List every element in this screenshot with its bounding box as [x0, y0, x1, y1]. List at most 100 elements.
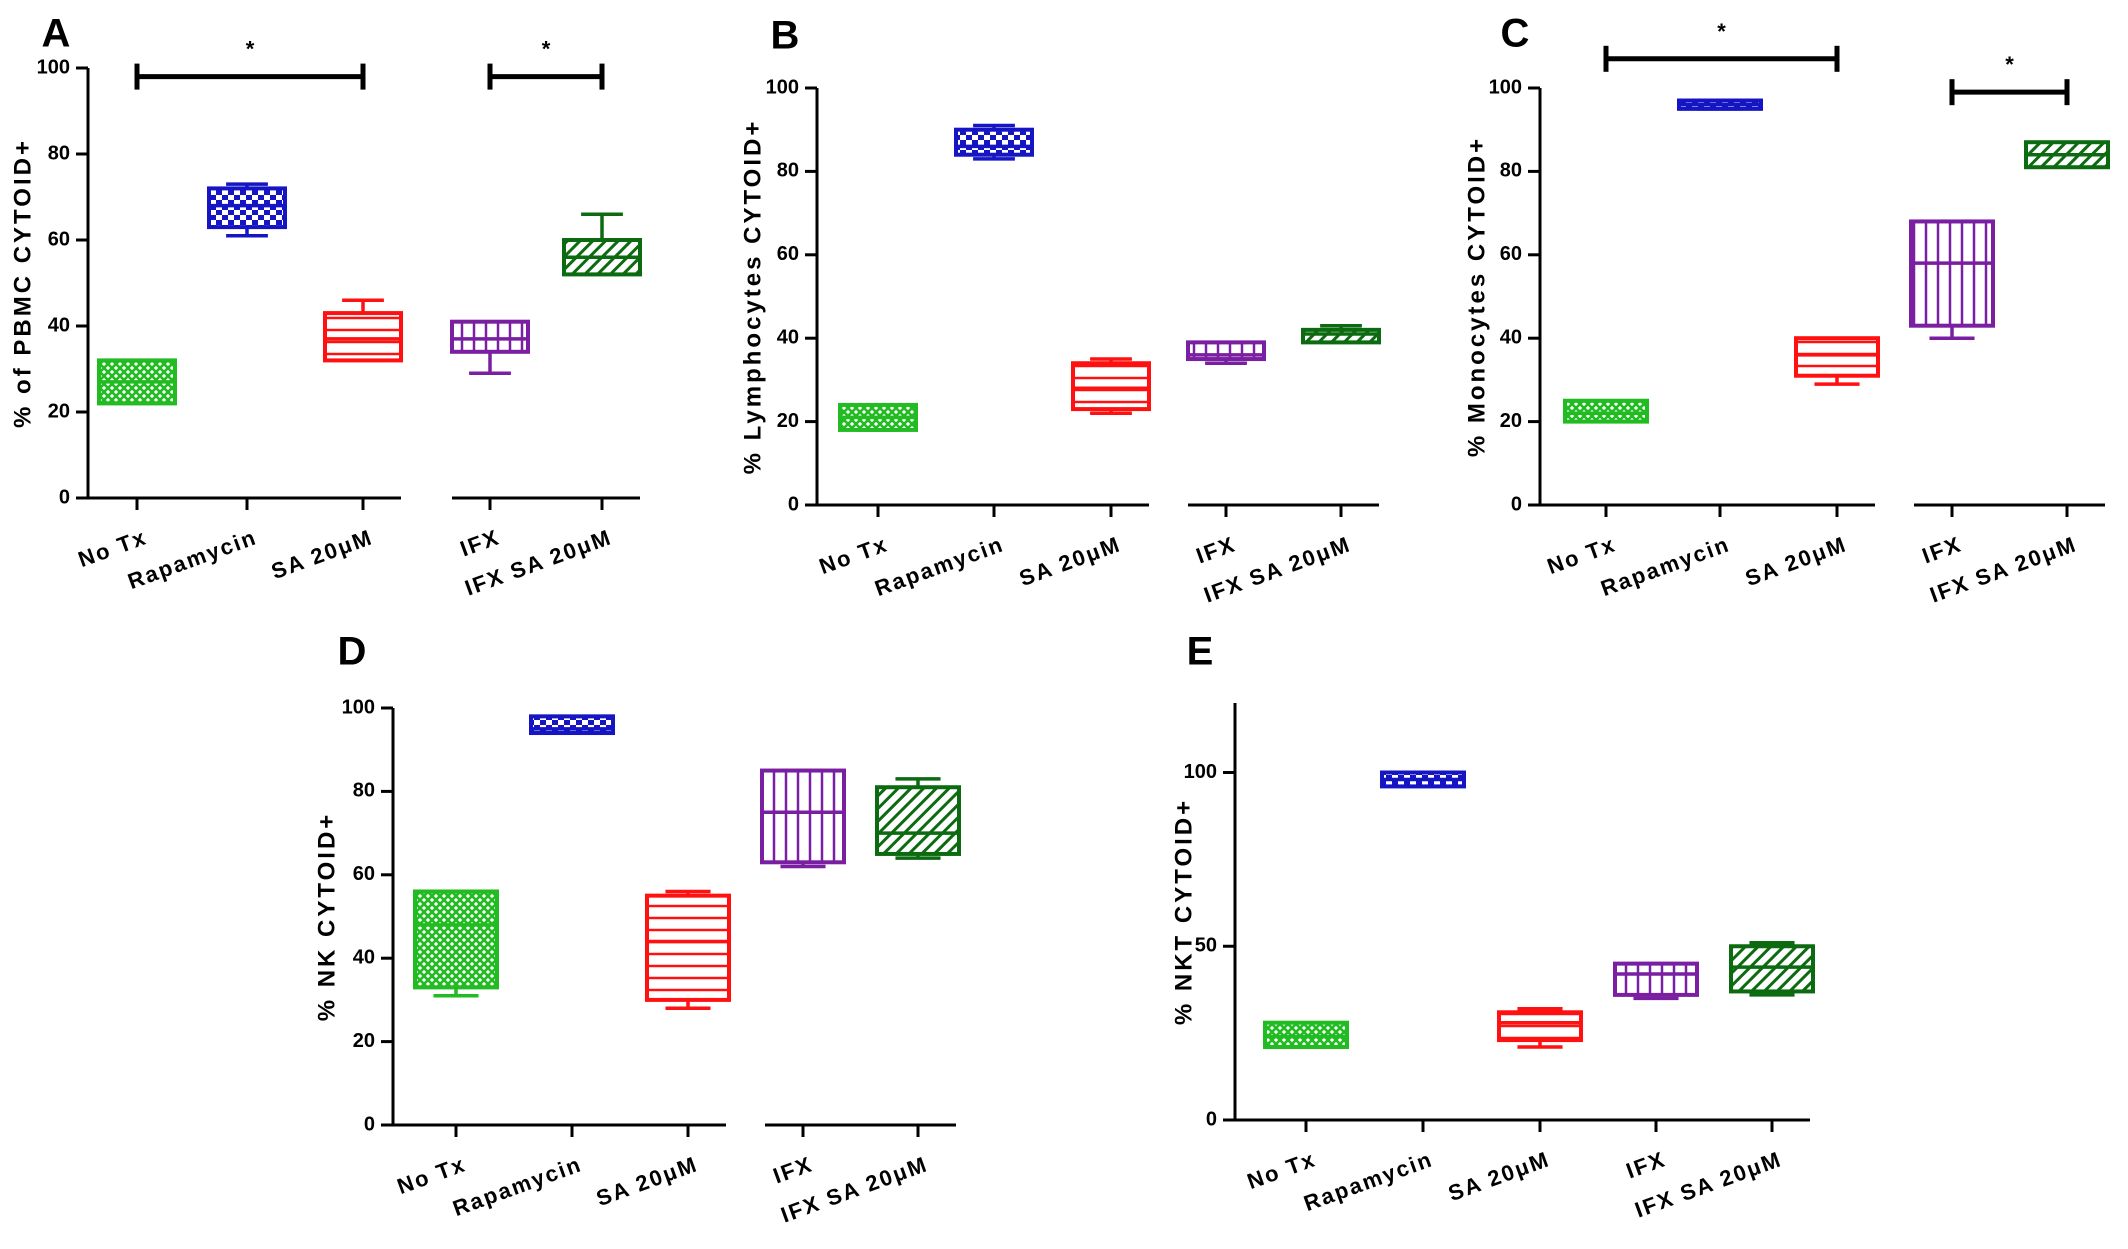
y-tick-label-a-20: 20 [48, 400, 70, 422]
x-label-c-sa-20-m: SA 20μM [1742, 531, 1850, 591]
y-axis-title-b: % Lymphocytes CYTOID+ [739, 119, 766, 475]
box-a-ifx: IFX [450, 319, 530, 561]
y-axis-title-d: % NK CYTOID+ [313, 812, 340, 1022]
box-e-rapamycin: Rapamycin [1300, 770, 1466, 1216]
y-axis-title-c: % Monocytes CYTOID+ [1463, 136, 1490, 457]
y-tick-label-b-40: 40 [777, 326, 799, 348]
y-tick-label-d-0: 0 [364, 1113, 375, 1135]
significance-bracket-a-0: * [134, 37, 366, 90]
x-label-a-ifx: IFX [457, 524, 503, 561]
box-iqr [1794, 336, 1880, 378]
x-label-d-sa-20-m: SA 20μM [593, 1151, 701, 1211]
y-tick-label-c-40: 40 [1500, 326, 1522, 348]
box-e-no-tx: No Tx [1244, 1020, 1349, 1194]
y-tick-label-d-40: 40 [353, 946, 375, 968]
y-tick-label-a-0: 0 [59, 486, 70, 508]
y-tick-label-d-60: 60 [353, 863, 375, 885]
x-label-c-ifx: IFX [1919, 531, 1965, 568]
significance-star: * [542, 37, 551, 62]
y-tick-label-c-20: 20 [1500, 410, 1522, 432]
box-iqr [645, 893, 731, 1002]
box-iqr [875, 785, 961, 856]
box-d-no-tx: No Tx [394, 889, 499, 1199]
box-b-sa-20-m: SA 20μM [1016, 357, 1151, 591]
y-tick-label-a-80: 80 [48, 142, 70, 164]
box-iqr [207, 186, 287, 230]
box-iqr [323, 311, 403, 363]
panel-letter-c: C [1501, 12, 1530, 56]
box-iqr [1071, 361, 1151, 412]
panel-letter-b: B [771, 14, 800, 58]
box-c-no-tx: No Tx [1544, 398, 1649, 579]
panel-b: B 0 20 40 60 80 100% Lymphocytes CYTOID+ No TxR… [739, 14, 1381, 608]
panel-letter-d: D [338, 630, 367, 674]
x-label-d-ifx: IFX [770, 1151, 816, 1188]
box-iqr [954, 127, 1034, 157]
y-axis-title-e: % NKT CYTOID+ [1170, 798, 1197, 1025]
box-iqr [1301, 327, 1381, 345]
box-iqr [413, 889, 499, 990]
x-label-b-ifx: IFX [1193, 531, 1239, 568]
x-label-c-rapamycin: Rapamycin [1597, 531, 1733, 601]
box-iqr [450, 319, 530, 354]
y-tick-label-c-60: 60 [1500, 243, 1522, 265]
box-b-no-tx: No Tx [816, 402, 918, 579]
y-tick-label-b-60: 60 [777, 243, 799, 265]
box-iqr [1497, 1010, 1583, 1043]
y-tick-label-c-100: 100 [1489, 76, 1522, 98]
y-tick-label-e-50: 50 [1195, 935, 1217, 957]
x-label-e-sa-20-m: SA 20μM [1445, 1146, 1553, 1206]
box-a-sa-20-m: SA 20μM [268, 298, 403, 584]
significance-star: * [246, 37, 255, 62]
y-tick-label-e-0: 0 [1206, 1108, 1217, 1130]
y-tick-label-a-100: 100 [37, 56, 70, 78]
x-label-b-rapamycin: Rapamycin [871, 531, 1007, 601]
y-tick-label-a-60: 60 [48, 228, 70, 250]
y-axis-title-a: % of PBMC CYTOID+ [9, 138, 36, 428]
x-label-a-sa-20-m: SA 20μM [268, 524, 376, 584]
panel-letter-e: E [1187, 630, 1214, 674]
box-d-sa-20-m: SA 20μM [593, 889, 731, 1211]
box-c-sa-20-m: SA 20μM [1742, 336, 1880, 591]
y-tick-label-d-100: 100 [342, 696, 375, 718]
significance-star: * [2005, 52, 2014, 77]
y-tick-label-b-0: 0 [788, 493, 799, 515]
box-iqr [1563, 398, 1649, 424]
y-tick-label-d-20: 20 [353, 1030, 375, 1052]
box-e-sa-20-m: SA 20μM [1445, 1007, 1583, 1206]
y-tick-label-b-20: 20 [777, 410, 799, 432]
box-d-ifx: IFX [760, 768, 846, 1188]
significance-bracket-a-1: * [487, 37, 605, 90]
box-c-rapamycin: Rapamycin [1597, 98, 1763, 601]
significance-bracket-c-1: * [1949, 52, 2070, 106]
y-tick-label-c-80: 80 [1500, 160, 1522, 182]
y-tick-label-c-0: 0 [1511, 493, 1522, 515]
box-c-ifx: IFX [1909, 219, 1995, 568]
x-label-e-ifx: IFX [1623, 1146, 1669, 1183]
x-label-d-rapamycin: Rapamycin [449, 1151, 585, 1221]
x-label-e-rapamycin: Rapamycin [1300, 1146, 1436, 1216]
y-tick-label-a-40: 40 [48, 314, 70, 336]
box-e-ifx: IFX [1613, 961, 1699, 1183]
y-tick-label-d-80: 80 [353, 780, 375, 802]
box-a-no-tx: No Tx [75, 358, 177, 572]
box-b-ifx: IFX [1186, 340, 1266, 568]
x-label-b-sa-20-m: SA 20μM [1016, 531, 1124, 591]
x-label-e-no-tx: No Tx [1244, 1146, 1319, 1194]
box-iqr [760, 768, 846, 865]
panel-c: C 0 20 40 60 80 100 % Monocytes CYTOID+ No TxRap… [1463, 12, 2110, 608]
x-label-c-no-tx: No Tx [1544, 531, 1619, 579]
box-iqr [1909, 219, 1995, 328]
x-label-b-no-tx: No Tx [816, 531, 891, 579]
significance-star: * [1717, 19, 1726, 44]
x-label-d-no-tx: No Tx [394, 1151, 469, 1199]
y-tick-label-e-100: 100 [1184, 761, 1217, 783]
box-b-rapamycin: Rapamycin [871, 123, 1034, 601]
y-tick-label-b-80: 80 [777, 160, 799, 182]
box-b-ifx-sa-20-m: IFX SA 20μM [1200, 323, 1381, 608]
